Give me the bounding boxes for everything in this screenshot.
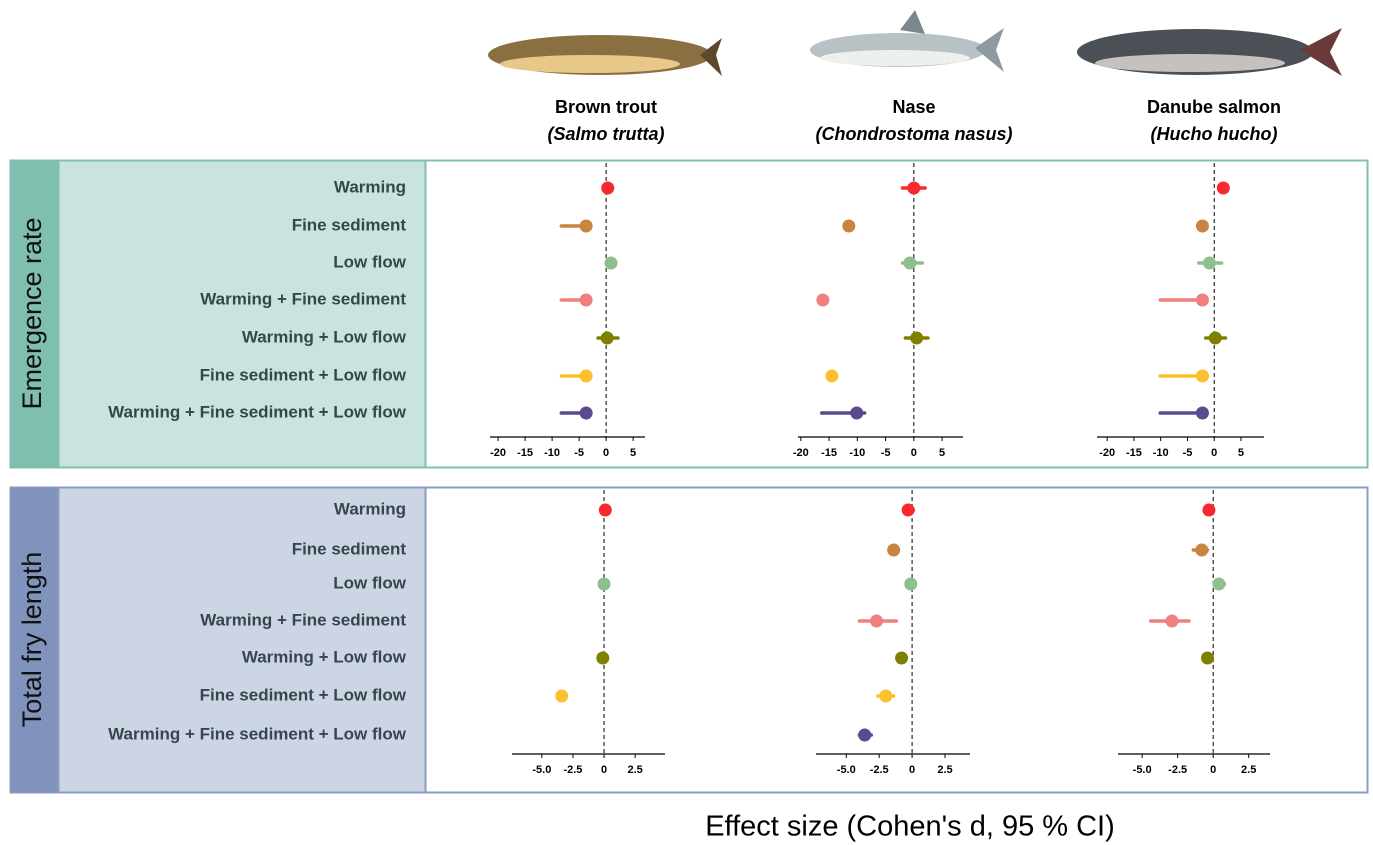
- x-tick-label: 0: [911, 447, 917, 459]
- row-label: Warming + Fine sediment: [200, 610, 406, 629]
- point: [902, 504, 915, 517]
- point: [1201, 652, 1214, 665]
- point: [910, 332, 923, 345]
- species-name: Brown trout: [555, 97, 657, 117]
- x-tick-label: 0: [1211, 447, 1217, 459]
- row-label: Warming + Low flow: [242, 647, 407, 666]
- point: [816, 294, 829, 307]
- figure: Effect size (Cohen's d, 95 % CI) Brown t…: [0, 0, 1373, 845]
- point: [1196, 294, 1209, 307]
- point: [1196, 407, 1209, 420]
- x-tick-label: -5.0: [1133, 764, 1152, 776]
- species-name: Nase: [892, 97, 935, 117]
- x-tick-label: 0: [909, 764, 915, 776]
- x-tick-label: -10: [849, 447, 865, 459]
- point: [870, 615, 883, 628]
- row-label: Low flow: [333, 252, 406, 271]
- x-tick-label: 2.5: [937, 764, 952, 776]
- point: [580, 407, 593, 420]
- x-tick-label: 2.5: [627, 764, 642, 776]
- row-label: Warming: [334, 177, 406, 196]
- point: [598, 578, 611, 591]
- x-tick-label: -15: [517, 447, 533, 459]
- x-tick-label: -5.0: [532, 764, 551, 776]
- row-label: Low flow: [333, 573, 406, 592]
- x-tick-label: -20: [793, 447, 809, 459]
- x-tick-label: -15: [821, 447, 837, 459]
- point: [1202, 504, 1215, 517]
- panel-title: Total fry length: [17, 552, 47, 728]
- point: [887, 544, 900, 557]
- point: [858, 729, 871, 742]
- point: [599, 504, 612, 517]
- x-axis-label: Effect size (Cohen's d, 95 % CI): [705, 811, 1115, 843]
- point: [580, 220, 593, 233]
- x-tick-label: -5: [1183, 447, 1193, 459]
- point: [1195, 544, 1208, 557]
- species-latin: (Salmo trutta): [548, 124, 665, 144]
- point: [596, 652, 609, 665]
- x-tick-label: -2.5: [563, 764, 582, 776]
- x-tick-label: 5: [630, 447, 636, 459]
- point: [1203, 257, 1216, 270]
- x-tick-label: -10: [1153, 447, 1169, 459]
- species-latin: (Chondrostoma nasus): [815, 124, 1012, 144]
- x-tick-label: 0: [601, 764, 607, 776]
- point: [601, 332, 614, 345]
- x-tick-label: -5: [881, 447, 891, 459]
- point: [1196, 220, 1209, 233]
- row-label: Warming + Fine sediment + Low flow: [108, 402, 407, 421]
- point: [907, 182, 920, 195]
- point: [580, 370, 593, 383]
- point: [1209, 332, 1222, 345]
- point: [825, 370, 838, 383]
- point: [850, 407, 863, 420]
- x-tick-label: 0: [603, 447, 609, 459]
- x-tick-label: -5.0: [837, 764, 856, 776]
- x-tick-label: 5: [1238, 447, 1244, 459]
- x-tick-label: -10: [544, 447, 560, 459]
- x-tick-label: 5: [939, 447, 945, 459]
- species-name: Danube salmon: [1147, 97, 1281, 117]
- point: [879, 690, 892, 703]
- x-tick-label: 2.5: [1241, 764, 1256, 776]
- row-label: Fine sediment + Low flow: [200, 685, 407, 704]
- panel-title: Emergence rate: [17, 217, 47, 409]
- point: [1165, 615, 1178, 628]
- row-label: Warming + Low flow: [242, 327, 407, 346]
- label-box: [59, 488, 426, 793]
- row-label: Fine sediment + Low flow: [200, 365, 407, 384]
- row-label: Warming + Fine sediment: [200, 289, 406, 308]
- species-latin: (Hucho hucho): [1151, 124, 1278, 144]
- point: [1217, 182, 1230, 195]
- point: [601, 182, 614, 195]
- x-tick-label: -2.5: [1168, 764, 1187, 776]
- point: [895, 652, 908, 665]
- x-tick-label: -20: [1099, 447, 1115, 459]
- row-label: Fine sediment: [292, 215, 407, 234]
- point: [1212, 578, 1225, 591]
- row-label: Warming: [334, 499, 406, 518]
- row-label: Fine sediment: [292, 539, 407, 558]
- point: [1196, 370, 1209, 383]
- point: [580, 294, 593, 307]
- fish-illustration: [488, 10, 1342, 76]
- point: [604, 257, 617, 270]
- point: [842, 220, 855, 233]
- x-tick-label: -2.5: [870, 764, 889, 776]
- row-label: Warming + Fine sediment + Low flow: [108, 724, 407, 743]
- point: [903, 257, 916, 270]
- x-tick-label: 0: [1210, 764, 1216, 776]
- point: [555, 690, 568, 703]
- x-tick-label: -15: [1126, 447, 1142, 459]
- x-tick-label: -20: [490, 447, 506, 459]
- point: [904, 578, 917, 591]
- x-tick-label: -5: [574, 447, 584, 459]
